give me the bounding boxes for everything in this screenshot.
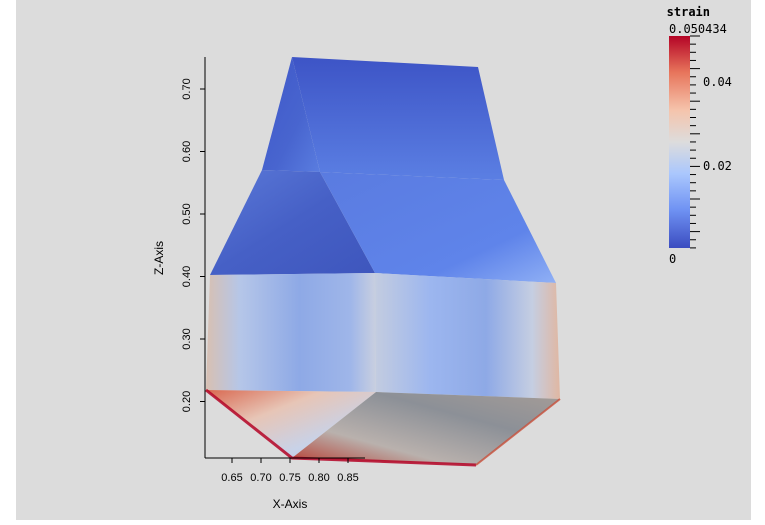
x-tick-label: 0.75 [279,472,300,484]
mesh-face-lower-left [206,273,376,392]
mesh-face-roof-left [262,57,320,172]
scene-canvas[interactable]: 0.20 0.30 0.40 0.50 0.60 0.70 0.65 0.70 0.75 0.8… [16,0,751,520]
z-axis-ticks: 0.20 0.30 0.40 0.50 0.60 0.70 [181,78,205,412]
mesh-face-roof-right [292,57,504,180]
mesh-face-bottom-left [206,390,376,458]
x-tick-label: 0.85 [337,472,358,484]
colorbar-label-002: 0.02 [703,159,732,173]
colorbar-ticks [690,35,700,249]
colorbar-label-004: 0.04 [703,75,732,89]
x-tick-label: 0.70 [250,472,271,484]
z-tick-label: 0.40 [181,266,193,287]
x-tick-label: 0.65 [221,472,242,484]
colorbar-gradient [669,36,690,248]
mesh-face-bottom-right [292,392,560,465]
mesh-face-upper-left [210,170,375,275]
colorbar-max-label: 0.050434 [669,22,727,36]
x-tick-label: 0.80 [308,472,329,484]
z-tick-label: 0.20 [181,391,193,412]
colorbar-label-0: 0 [669,252,676,266]
mesh-face-lower-right [375,273,560,399]
z-tick-label: 0.30 [181,328,193,349]
render-view[interactable]: 0.20 0.30 0.40 0.50 0.60 0.70 0.65 0.70 0.75 0.8… [16,0,751,520]
colorbar-title: strain [667,5,710,19]
cube-axes: 0.20 0.30 0.40 0.50 0.60 0.70 0.65 0.70 0.75 0.8… [152,57,365,511]
x-axis-ticks: 0.65 0.70 0.75 0.80 0.85 [221,458,359,484]
z-tick-label: 0.50 [181,203,193,224]
x-axis-title: X-Axis [273,497,308,511]
strain-mesh[interactable] [205,57,561,467]
mesh-edge-high-strain-right [475,398,561,466]
z-tick-label: 0.60 [181,141,193,162]
z-tick-label: 0.70 [181,78,193,99]
mesh-face-upper-right [320,172,556,283]
z-axis-title: Z-Axis [152,241,166,275]
strain-colorbar[interactable]: strain 0.050434 0.04 0.02 0 [667,5,732,266]
